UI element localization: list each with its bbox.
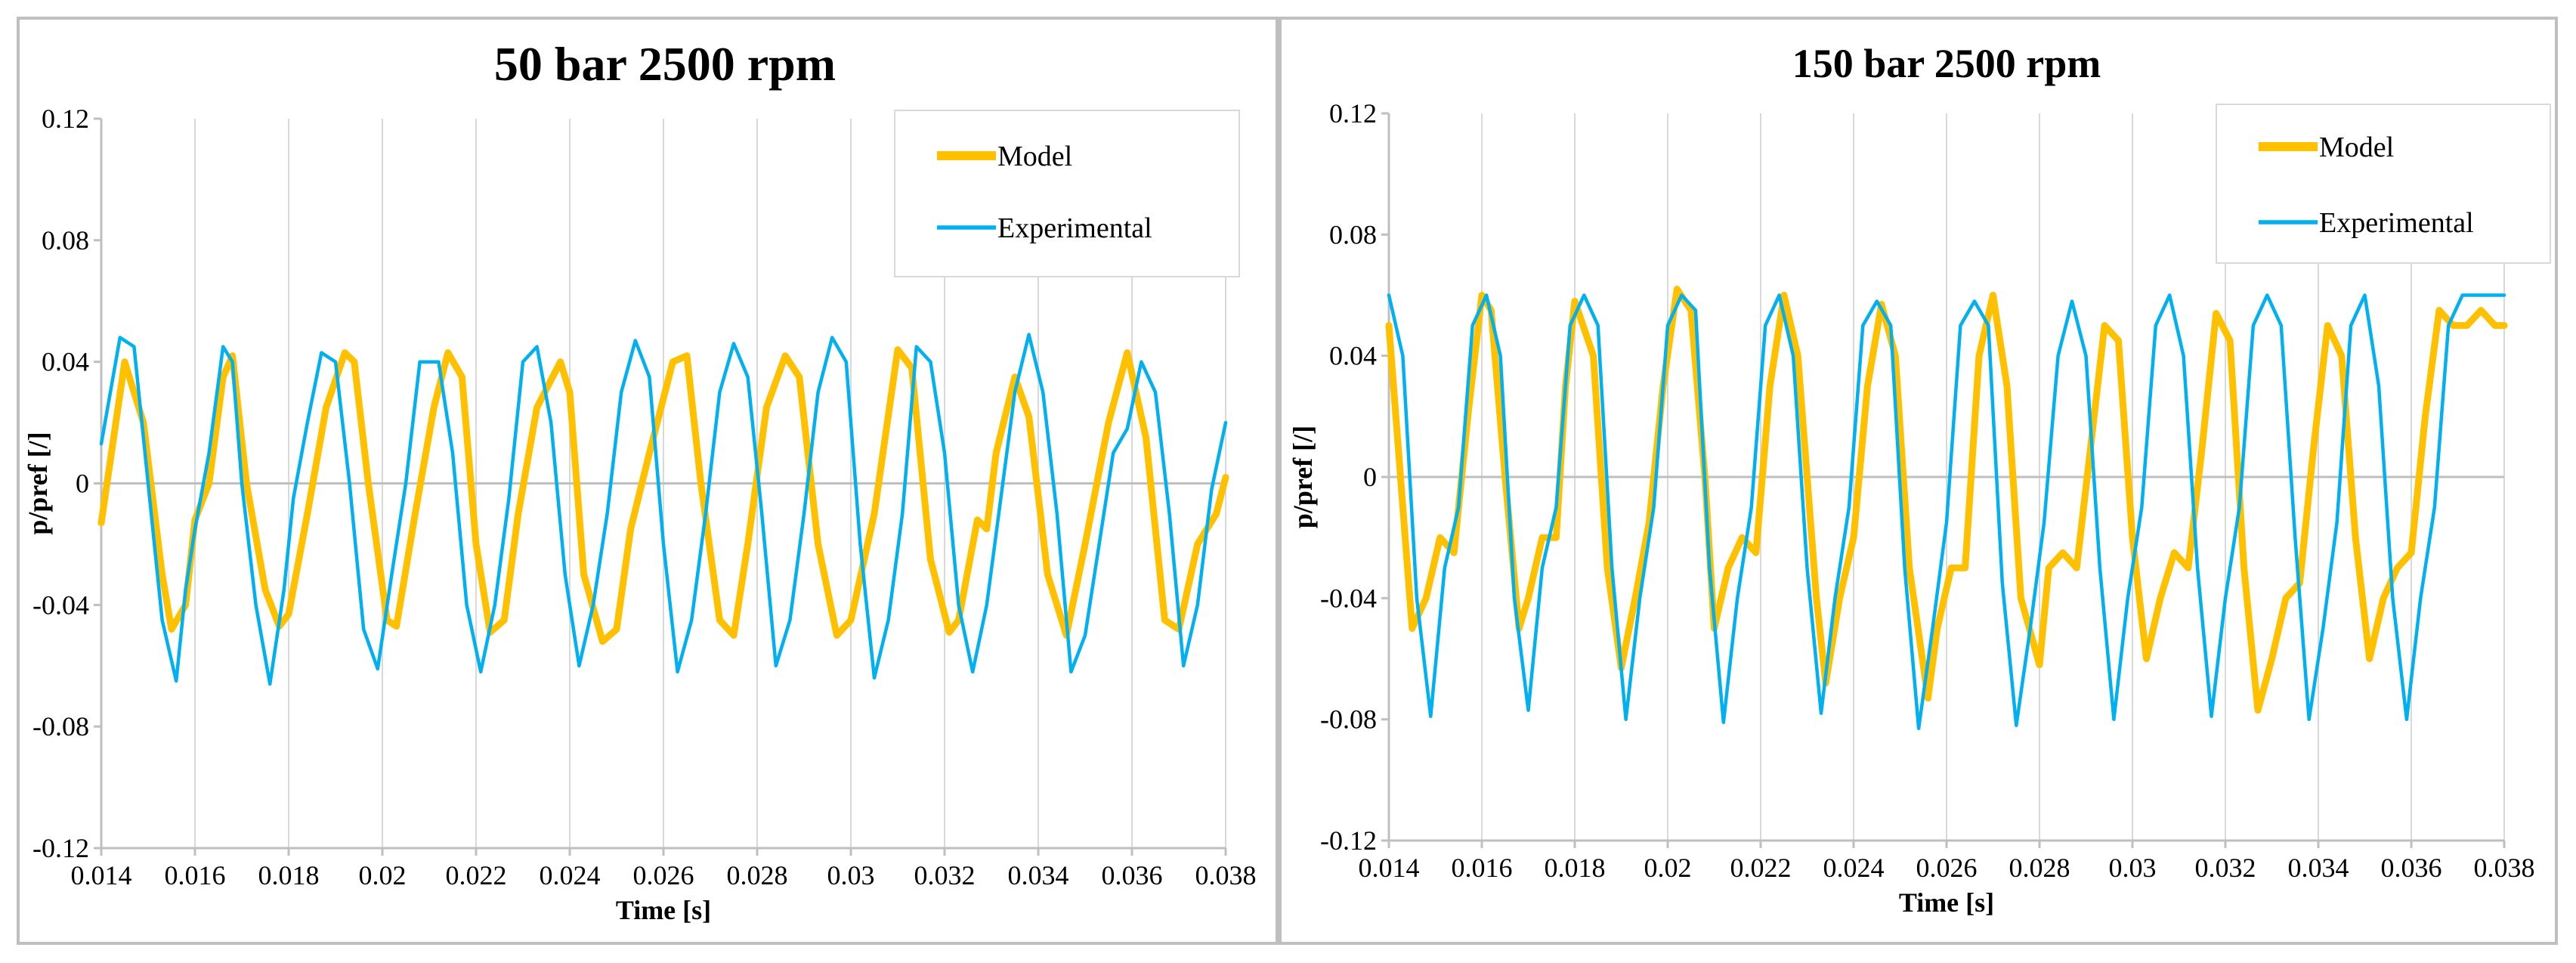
y-tick-label: -0.12 [32,833,89,863]
x-tick-label: 0.016 [165,860,226,890]
legend-label-experimental: Experimental [997,212,1152,244]
legend-box [894,110,1240,277]
x-tick-label: 0.022 [446,860,507,890]
y-tick-label: -0.04 [32,590,89,620]
x-tick-label: 0.032 [2195,853,2256,883]
x-tick-label: 0.036 [2381,853,2442,883]
y-tick-label: 0.04 [42,347,89,377]
series-line-experimental [99,333,1228,686]
y-tick-label: -0.08 [32,711,89,742]
x-tick-label: 0.032 [914,860,976,890]
y-axis-label: p/pref [/] [23,432,53,534]
x-tick-label: 0.028 [2009,853,2070,883]
y-tick-label: 0.12 [42,104,89,134]
y-tick-label: 0.08 [42,225,89,255]
chart-50-bar: 50 bar 2500 rpm 0.12 0.08 0.04 0 -0.04 -0.08 -0… [23,37,1257,925]
x-tick-label: 0.016 [1452,853,1513,883]
y-tick-label: 0 [76,469,89,499]
series-line-experimental [1387,293,2506,730]
y-tick-label: 0.08 [1329,219,1377,249]
x-tick-label: 0.03 [2109,853,2157,883]
chart-panel-left: 50 bar 2500 rpm 0.12 0.08 0.04 0 -0.04 -0.08 -0… [17,17,1279,945]
chart-title: 150 bar 2500 rpm [1792,41,2101,86]
y-axis-label: p/pref [/] [1288,426,1318,528]
x-tick-label: 0.02 [1644,853,1692,883]
x-tick-label: 0.038 [1195,860,1257,890]
y-tick-label: 0.12 [1329,98,1377,129]
series-line-model [97,346,1229,646]
x-tick-label: 0.038 [2474,853,2535,883]
x-tick-label: 0.028 [727,860,788,890]
x-tick-label: 0.014 [71,860,132,890]
chart-150-bar: 150 bar 2500 rpm 0.12 0.08 0.04 0 -0.04 -0.08 -… [1288,41,2551,918]
x-tick-label: 0.018 [1545,853,1606,883]
x-tick-label: 0.036 [1102,860,1163,890]
chart-title: 50 bar 2500 rpm [494,37,836,91]
legend-box [2216,104,2551,264]
x-tick-label: 0.022 [1730,853,1792,883]
x-tick-label: 0.034 [2288,853,2349,883]
x-tick-label: 0.024 [540,860,601,890]
legend-label-model: Model [997,141,1072,172]
y-tick-label: -0.08 [1320,704,1377,735]
x-tick-label: 0.03 [827,860,875,890]
x-tick-label: 0.026 [633,860,694,890]
y-tick-label: -0.04 [1320,583,1377,613]
x-tick-label: 0.024 [1823,853,1885,883]
x-tick-label: 0.014 [1359,853,1420,883]
legend-label-model: Model [2319,132,2394,163]
y-tick-label: -0.12 [1320,825,1377,856]
y-tick-label: 0.04 [1329,341,1377,371]
x-tick-label: 0.018 [258,860,320,890]
x-axis-label: Time [s] [1899,887,1994,918]
chart-panel-right: 150 bar 2500 rpm 0.12 0.08 0.04 0 -0.04 -0.08 -… [1279,17,2558,945]
x-tick-label: 0.02 [359,860,407,890]
x-tick-label: 0.026 [1916,853,1978,883]
legend-label-experimental: Experimental [2319,207,2474,239]
x-tick-label: 0.034 [1008,860,1069,890]
x-axis-label: Time [s] [616,895,711,925]
y-tick-label: 0 [1363,462,1377,492]
